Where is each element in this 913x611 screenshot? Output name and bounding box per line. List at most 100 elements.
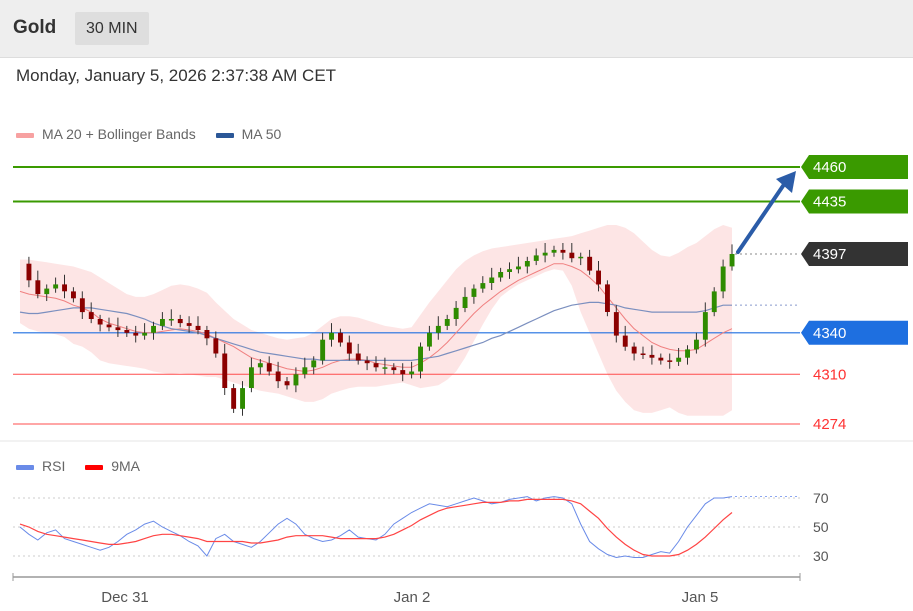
price-label-4274: 4274	[813, 416, 846, 433]
candle	[26, 256, 32, 288]
candle-body	[329, 332, 334, 340]
candle-body	[133, 332, 139, 336]
candle	[186, 316, 192, 333]
candle-body	[142, 332, 148, 336]
rsi-line	[19, 496, 733, 559]
candle-body	[453, 307, 459, 319]
candle-body	[168, 319, 174, 321]
candle	[587, 249, 593, 275]
candle-body	[613, 312, 619, 336]
candle	[204, 325, 210, 346]
candle-body	[62, 284, 67, 292]
candle	[489, 267, 495, 290]
candle	[400, 363, 406, 382]
candle-body	[293, 374, 299, 386]
candle	[195, 316, 201, 335]
candle-body	[346, 342, 352, 354]
candle-body	[427, 332, 432, 347]
price-tag-4460	[801, 155, 908, 179]
candle	[516, 256, 521, 274]
legend-swatch-ma50	[215, 132, 234, 138]
candle	[329, 323, 334, 347]
candle	[284, 377, 290, 390]
candle	[533, 248, 539, 266]
candle-body	[631, 346, 637, 354]
candle	[213, 331, 219, 358]
candle-body	[676, 357, 682, 362]
candle	[115, 317, 121, 337]
candle-body	[35, 280, 41, 295]
price-label-4310: 4310	[813, 366, 846, 383]
candle	[578, 252, 584, 266]
candle-body	[382, 367, 388, 369]
candle-body	[480, 283, 486, 289]
candle	[53, 277, 59, 293]
candle-body	[622, 335, 628, 347]
candle-body	[542, 252, 548, 256]
legend-label-ma20: MA 20 + Bollinger Bands	[42, 126, 196, 142]
candle	[524, 256, 530, 274]
candle	[302, 357, 308, 379]
candle	[649, 345, 655, 365]
candle-body	[124, 330, 130, 333]
candle	[106, 317, 112, 332]
candle	[177, 314, 183, 328]
candle	[471, 284, 477, 304]
candle-body	[115, 327, 121, 331]
candle-body	[578, 256, 584, 259]
candle-body	[302, 367, 308, 375]
candle-body	[391, 367, 397, 371]
candle-body	[418, 346, 423, 372]
candle	[275, 361, 281, 389]
candle	[79, 291, 85, 319]
candle-body	[507, 269, 512, 272]
legend-swatch-rsi	[16, 464, 34, 470]
candle	[373, 356, 379, 372]
candle-body	[409, 371, 415, 375]
candle	[231, 383, 237, 413]
candle-body	[186, 323, 192, 326]
candle	[151, 321, 156, 340]
candle-body	[240, 388, 245, 409]
candle	[382, 357, 388, 375]
candle	[266, 356, 272, 376]
candle-body	[106, 324, 112, 328]
candle	[338, 328, 343, 347]
candle-body	[498, 272, 504, 278]
price-tag-4435	[801, 189, 908, 214]
candle-body	[151, 325, 156, 333]
candle-body	[462, 296, 468, 308]
candle-body	[400, 370, 406, 375]
candle	[685, 345, 690, 365]
candle-body	[204, 330, 210, 339]
timeframe-tab[interactable]: 30 MIN	[75, 12, 149, 45]
projection-arrow-head	[776, 171, 796, 193]
candle	[124, 325, 130, 337]
candle	[453, 301, 459, 326]
candle	[355, 343, 361, 365]
candle-body	[284, 381, 290, 386]
candle	[729, 244, 735, 271]
candle-body	[587, 256, 593, 271]
legend-item-rsi: RSI	[16, 458, 65, 474]
rsi-9ma-line	[19, 498, 733, 557]
candle	[462, 287, 468, 313]
legend-label-9ma: 9MA	[111, 458, 141, 474]
symbol-title: Gold	[13, 17, 57, 38]
price-label-4460: 4460	[813, 159, 846, 176]
candle	[311, 356, 317, 375]
legend-item-ma50: MA 50	[215, 126, 281, 142]
candle	[133, 325, 139, 343]
candle	[409, 361, 415, 379]
rsi-tick-50: 50	[813, 519, 829, 535]
candle-body	[729, 254, 735, 267]
candle	[35, 270, 41, 299]
candle-body	[231, 388, 237, 409]
candle	[427, 325, 432, 351]
candle-body	[685, 349, 690, 358]
candle-body	[364, 360, 370, 364]
candle	[168, 309, 174, 326]
candle-body	[79, 298, 85, 313]
candle	[507, 262, 512, 279]
